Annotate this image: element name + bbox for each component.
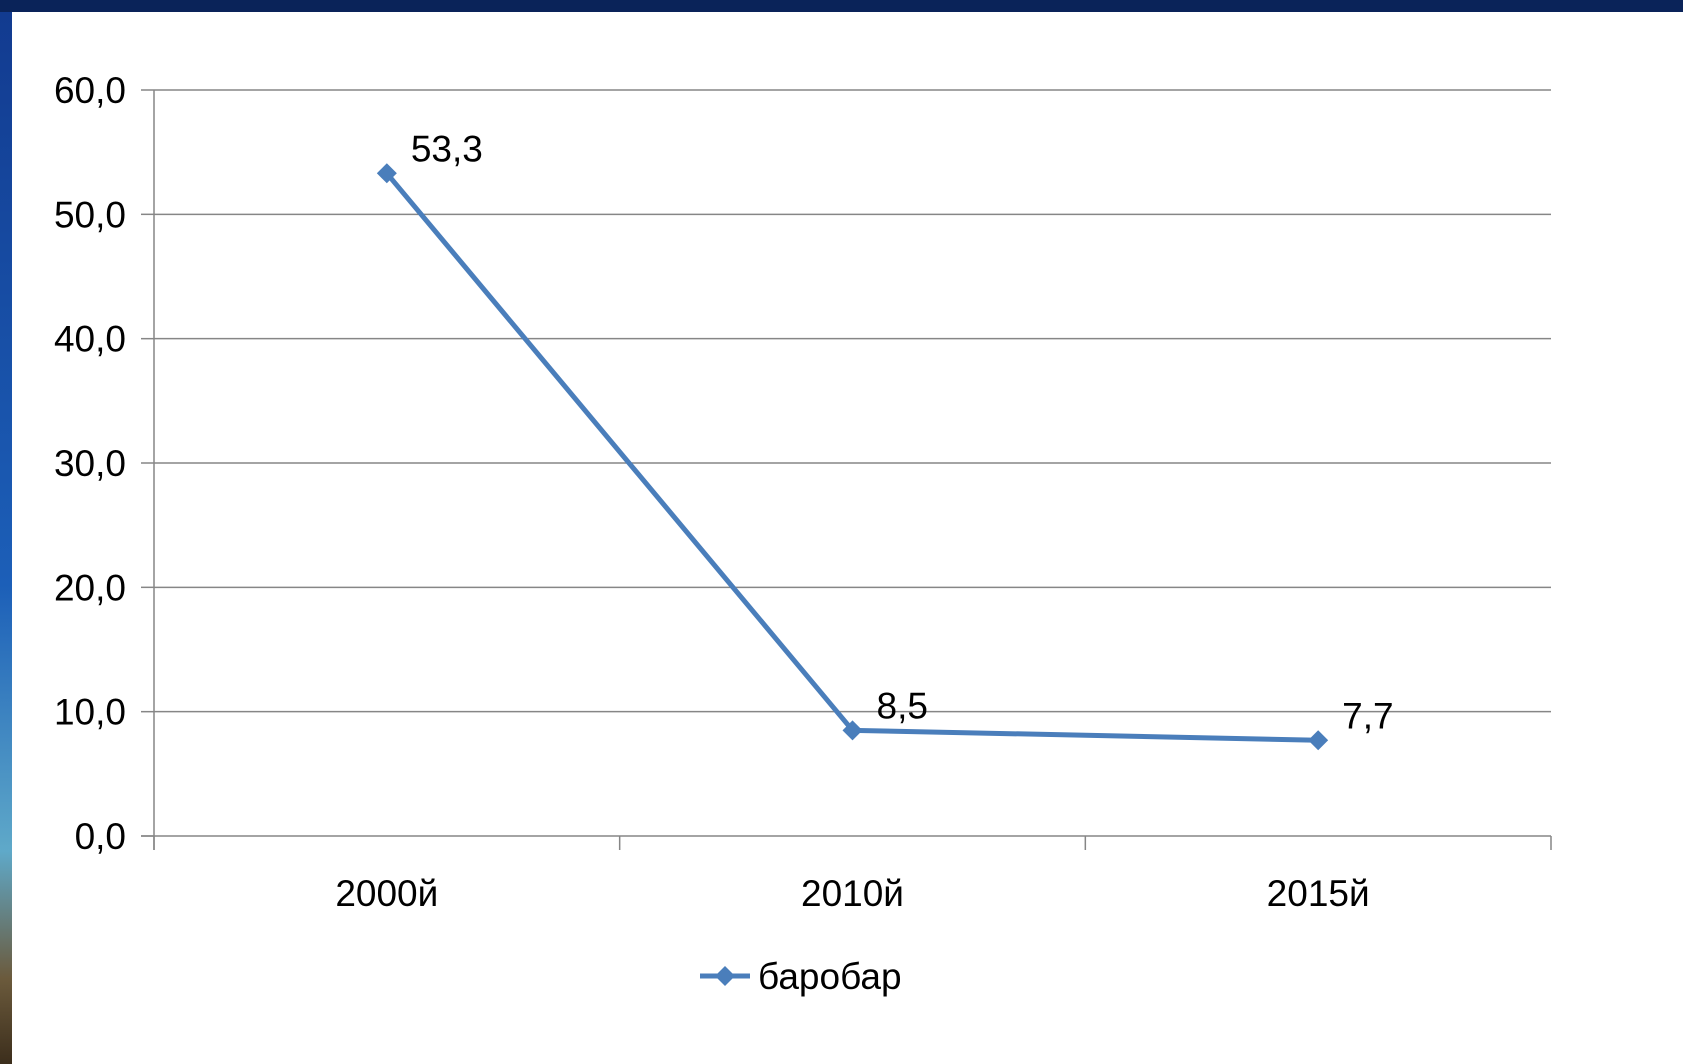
line-chart: 0,010,020,030,040,050,060,0 2000й 2010й 20… [54, 70, 1552, 997]
slide-left-edge [0, 0, 12, 1064]
x-axis-tick-labels: 2000й 2010й 2015й [335, 873, 1369, 914]
slide-title-strip [0, 0, 1683, 12]
y-axis-tick-labels: 0,0 10,0 20,0 30,0 40,0 50,0 60,0 [54, 70, 126, 857]
x-tick-label-1: 2010й [801, 873, 904, 914]
data-point-marker-2 [1308, 730, 1329, 751]
legend-marker-sample [715, 966, 735, 986]
legend-label: баробар [758, 956, 902, 997]
y-tick-label-0: 0,0 [75, 816, 126, 857]
data-label-2: 7,7 [1342, 695, 1393, 736]
series-line-0 [384, 170, 1321, 743]
y-tick-label-3: 30,0 [54, 443, 126, 484]
legend: баробар [700, 956, 902, 997]
series-line [384, 170, 1321, 743]
data-label-1: 8,5 [877, 685, 928, 726]
x-tick-label-2: 2015й [1267, 873, 1370, 914]
y-tick-label-4: 40,0 [54, 319, 126, 360]
data-label-0: 53,3 [411, 128, 483, 169]
chart-panel: 0,0 10,0 20,0 30,0 40,0 50,0 60,0 2000й 2010й 20… [12, 12, 1683, 1064]
data-point-marker-1 [842, 720, 863, 741]
x-tick-label-0: 2000й [335, 873, 438, 914]
y-tick-label-5: 50,0 [54, 194, 126, 235]
data-point-marker-0 [376, 163, 397, 184]
y-tick-label-2: 20,0 [54, 567, 126, 608]
gridlines [154, 89, 1551, 713]
axes [141, 89, 1552, 850]
y-tick-label-6: 60,0 [54, 70, 126, 111]
data-labels: 53,3 8,5 7,7 [411, 128, 1394, 736]
y-tick-label-1: 10,0 [54, 692, 126, 733]
series-markers [376, 163, 1329, 751]
